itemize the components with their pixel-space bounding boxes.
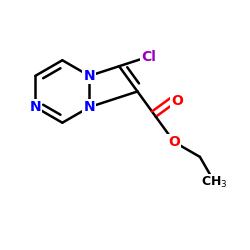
- Text: N: N: [30, 100, 41, 114]
- Text: N: N: [84, 69, 95, 83]
- Text: O: O: [168, 135, 180, 149]
- Text: O: O: [171, 94, 183, 108]
- Text: N: N: [84, 100, 95, 114]
- Text: Cl: Cl: [141, 50, 156, 64]
- Text: CH$_3$: CH$_3$: [202, 175, 228, 190]
